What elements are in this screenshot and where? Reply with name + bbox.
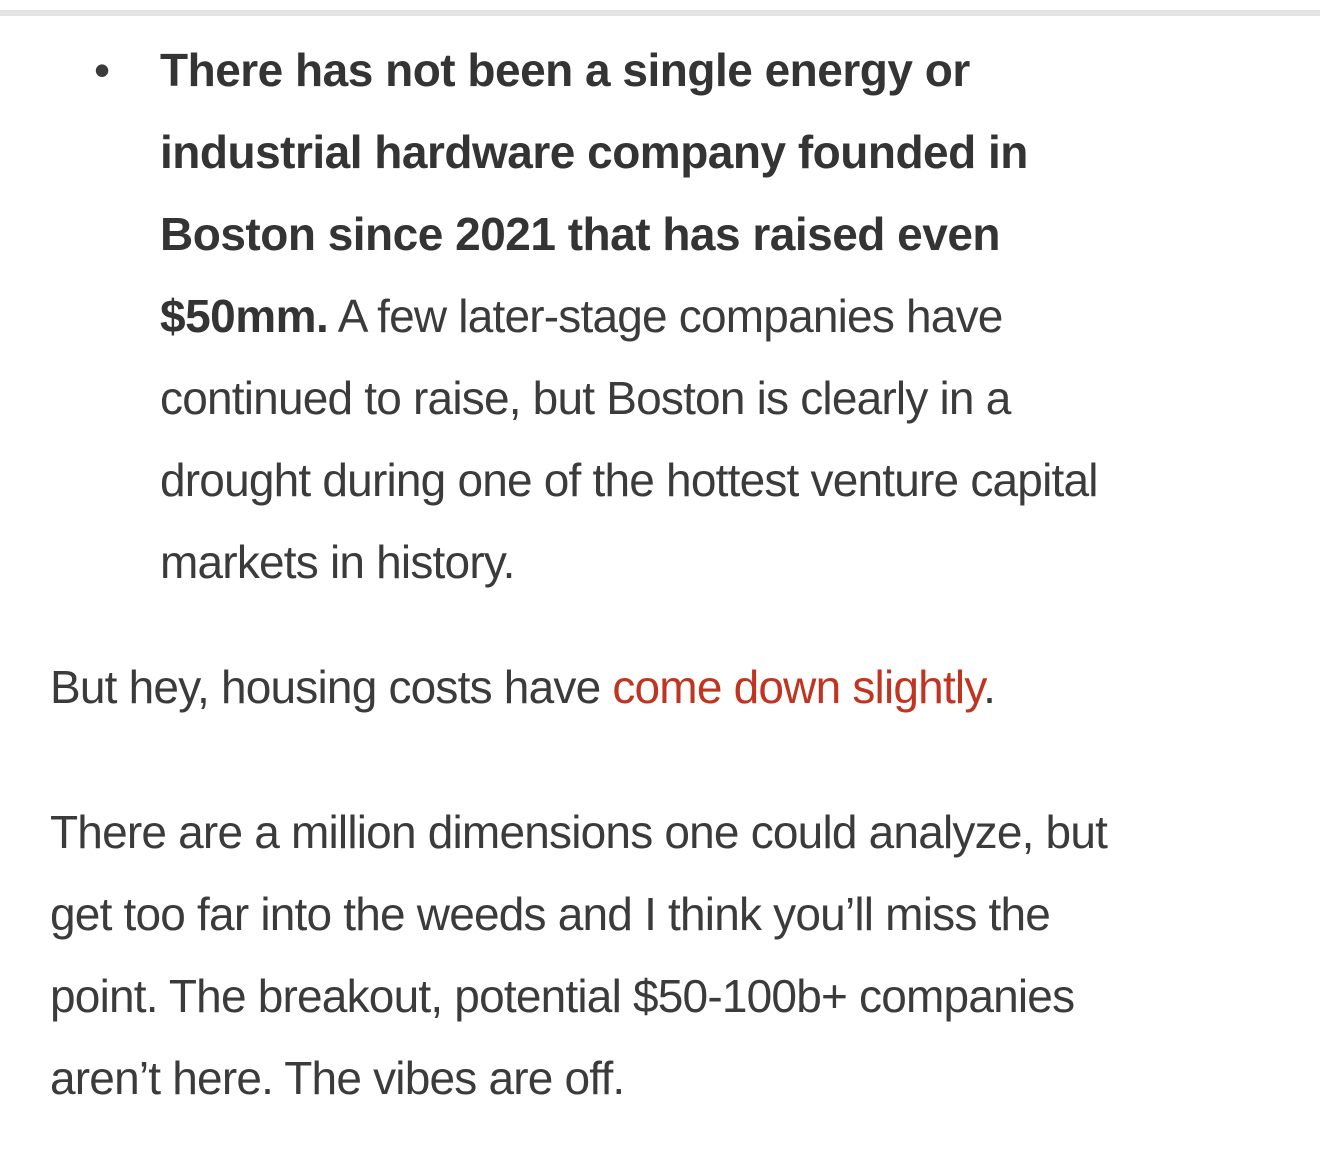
top-divider — [0, 10, 1320, 16]
bullet-item-text: There has not been a single energy or in… — [160, 29, 1270, 603]
bullet-list-item: • There has not been a single energy or … — [50, 29, 1270, 603]
article-body: • There has not been a single energy or … — [0, 16, 1320, 1119]
housing-text-after-link: . — [983, 661, 996, 713]
bullet-marker: • — [94, 44, 111, 96]
housing-costs-link[interactable]: come down slightly — [612, 661, 984, 713]
housing-text-before-link: But hey, housing costs have — [50, 661, 613, 713]
paragraph-analysis: There are a million dimensions one could… — [50, 806, 1108, 1104]
paragraph-housing: But hey, housing costs have come down sl… — [50, 646, 1270, 728]
bullet-regular-text: A few later-stage companies have continu… — [160, 290, 1099, 588]
bullet-bold-text: There has not been a single energy or in… — [160, 44, 1028, 342]
